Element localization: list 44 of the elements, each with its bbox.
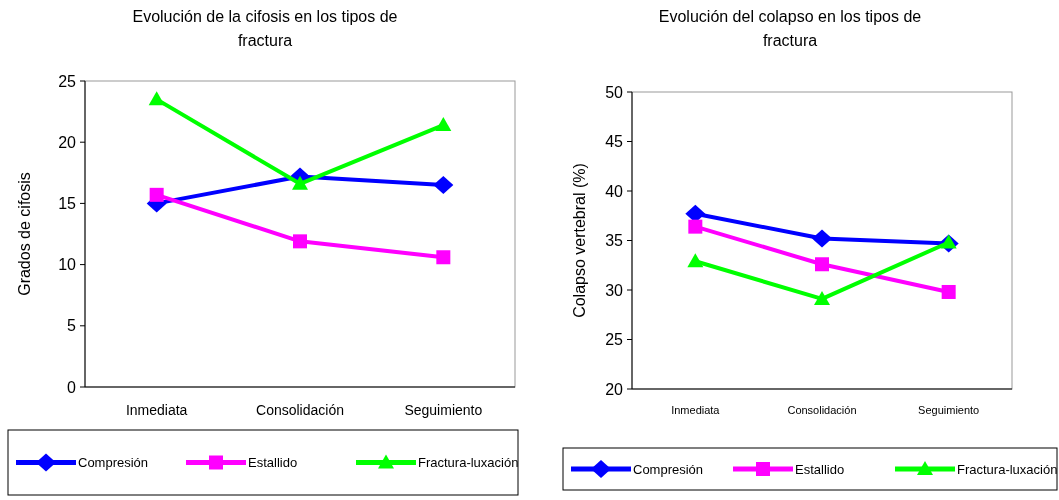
y-tick-label: 35	[605, 232, 624, 250]
point	[292, 175, 308, 190]
legend-label: Estallido	[248, 455, 298, 471]
y-tick-label: 10	[58, 256, 77, 274]
y-tick-label: 20	[605, 380, 624, 398]
point	[812, 229, 832, 248]
point	[940, 234, 957, 249]
y-tick-label: 30	[605, 281, 624, 299]
point	[687, 253, 704, 268]
point	[433, 176, 454, 195]
x-tick-label: Inmediata	[671, 404, 721, 416]
y-axis-title: Colapso vertebral (%)	[571, 163, 588, 318]
y-tick-label: 0	[67, 378, 77, 396]
legend-label: Compresión	[633, 461, 704, 477]
y-tick-label: 5	[67, 317, 77, 335]
x-tick-label: Seguimiento	[918, 404, 980, 416]
x-tick-label: Consolidación	[256, 402, 344, 418]
point	[815, 257, 829, 272]
point	[148, 91, 165, 106]
point	[941, 284, 956, 299]
legend-label: Compresión	[78, 455, 149, 471]
y-tick-label: 25	[605, 331, 624, 349]
y-tick-label: 45	[605, 133, 624, 151]
chart-title: Evolución de la cifosis en los tipos de fractura	[132, 8, 398, 49]
point	[293, 234, 307, 249]
point	[149, 187, 164, 202]
y-tick-label: 25	[58, 72, 77, 90]
point	[688, 219, 703, 234]
chart-title: Evolución del colapso en los tipos de fractura	[658, 8, 922, 49]
x-tick-label: Seguimiento	[404, 402, 483, 418]
legend-label: Fractura-luxación	[418, 455, 519, 471]
y-tick-label: 15	[58, 195, 77, 212]
y-tick-label: 20	[58, 133, 77, 151]
y-tick-label: 50	[605, 83, 624, 101]
point	[814, 290, 830, 305]
y-tick-label: 40	[605, 182, 624, 200]
legend-label: Estallido	[795, 461, 845, 477]
point	[685, 204, 706, 223]
legend-label: Fractura-luxación	[957, 461, 1058, 477]
point	[436, 250, 451, 265]
y-axis-title: Grados de cifosis	[16, 172, 33, 296]
x-tick-label: Consolidación	[787, 404, 857, 416]
x-tick-label: Inmediata	[125, 402, 188, 418]
point	[435, 117, 452, 132]
